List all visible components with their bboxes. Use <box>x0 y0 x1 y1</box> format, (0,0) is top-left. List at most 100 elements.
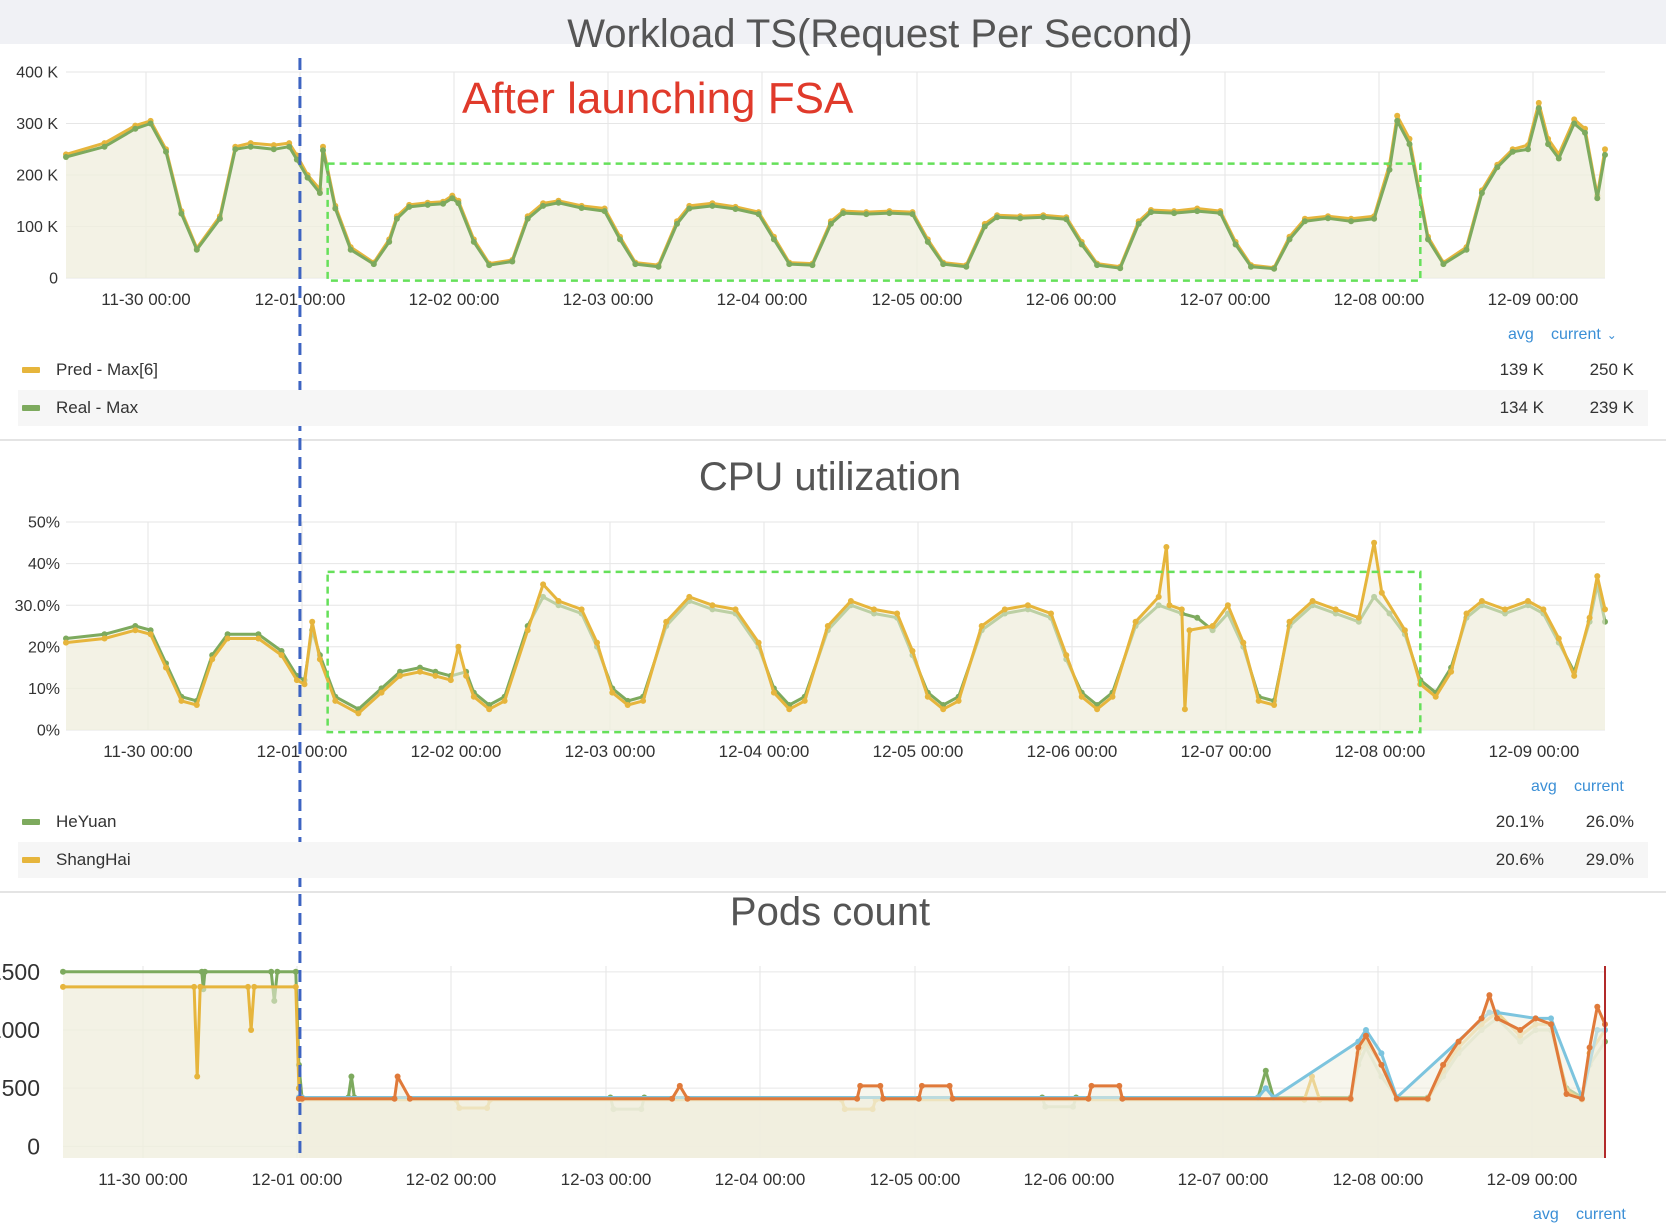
cpu-data-point <box>955 697 962 704</box>
workload-data-point <box>655 263 662 270</box>
workload-data-point <box>1582 129 1588 136</box>
cpu-data-point <box>178 697 185 704</box>
workload-data-point <box>1478 190 1485 196</box>
workload-data-point <box>1535 105 1542 112</box>
legend-swatch-pred <box>22 367 40 373</box>
workload-data-point <box>1394 117 1401 124</box>
cpu-data-point <box>824 623 831 629</box>
cpu-data-point <box>663 618 670 625</box>
legend-row-heyuan[interactable]: HeYuan 20.1% 26.0% <box>18 804 1648 840</box>
cpu-data-point <box>894 610 901 617</box>
cpu-data-point <box>432 672 439 679</box>
legend-row-real-max[interactable]: Real - Max 134 K 239 K <box>18 390 1648 426</box>
cpu-legend-header-current[interactable]: current <box>1574 778 1624 795</box>
workload-x-tick-label: 12-04 00:00 <box>717 290 808 309</box>
cpu-y-tick-label: 50% <box>28 515 60 532</box>
workload-data-point <box>320 147 326 154</box>
workload-data-point <box>449 195 456 202</box>
cpu-data-point <box>1594 573 1601 580</box>
pods-data-point <box>406 1095 413 1102</box>
cpu-x-tick-label: 12-05 00:00 <box>873 742 964 761</box>
cpu-data-point <box>309 618 316 625</box>
legend-name-shanghai: ShangHai <box>56 850 131 869</box>
pods-data-point <box>1586 1044 1593 1051</box>
pods-legend-header-current[interactable]: current <box>1576 1206 1626 1223</box>
legend-avg-real: 134 K <box>1499 398 1544 417</box>
pods-data-point <box>1424 1095 1431 1102</box>
cpu-data-point <box>1094 706 1101 713</box>
pods-data-point <box>274 968 281 975</box>
pods-data-point <box>1116 1082 1123 1089</box>
cpu-data-point <box>1178 606 1185 613</box>
legend-row-pred-max[interactable]: Pred - Max[6] 139 K 250 K <box>18 352 1648 388</box>
workload-x-tick-label: 12-09 00:00 <box>1488 290 1579 309</box>
pods-x-tick-label: 12-09 00:00 <box>1487 1170 1578 1189</box>
pods-data-point <box>1378 1050 1385 1057</box>
cpu-data-point <box>301 681 308 688</box>
pods-data-point <box>1363 1032 1369 1039</box>
cpu-x-tick-label: 12-07 00:00 <box>1181 742 1272 761</box>
pods-data-point <box>1088 1082 1095 1089</box>
pods-data-point <box>1517 1027 1524 1033</box>
cpu-data-point <box>1063 652 1070 659</box>
workload-data-point <box>1463 246 1470 253</box>
workload-data-point <box>486 262 493 269</box>
workload-data-point <box>509 258 516 265</box>
legend-name-real: Real - Max <box>56 398 139 417</box>
workload-data-point <box>232 146 239 153</box>
cpu-data-point <box>1181 706 1188 713</box>
cpu-data-point <box>924 693 931 700</box>
cpu-legend-header-avg[interactable]: avg <box>1531 778 1557 795</box>
workload-data-point <box>827 220 834 227</box>
workload-data-point <box>1571 116 1578 123</box>
cpu-data-point <box>871 606 877 613</box>
workload-data-point <box>386 238 393 245</box>
workload-panel-header-bg <box>0 0 1666 44</box>
workload-data-point <box>424 201 431 208</box>
cpu-x-tick-label: 12-03 00:00 <box>565 742 656 761</box>
workload-data-point <box>1525 146 1531 153</box>
workload-data-point <box>617 236 623 243</box>
pods-data-point <box>1393 1095 1400 1102</box>
workload-data-point <box>909 211 916 218</box>
legend-header-current[interactable]: current ⌄ <box>1551 326 1617 344</box>
pods-data-point <box>949 1095 956 1102</box>
pods-data-point <box>292 983 299 990</box>
legend-avg-heyuan: 20.1% <box>1495 812 1544 831</box>
workload-x-tick-label: 12-07 00:00 <box>1180 290 1271 309</box>
fsa-annotation: After launching FSA <box>462 74 854 123</box>
workload-data-point <box>1386 166 1393 173</box>
cpu-data-point <box>255 631 262 638</box>
pods-x-tick-label: 12-05 00:00 <box>870 1170 961 1189</box>
legend-header-avg[interactable]: avg <box>1508 326 1534 343</box>
workload-data-point <box>1017 215 1024 222</box>
workload-data-point <box>1602 146 1608 153</box>
cpu-data-point <box>732 606 739 613</box>
pods-legend-header-avg[interactable]: avg <box>1533 1206 1559 1223</box>
pods-data-point <box>194 1073 201 1080</box>
cpu-data-point <box>609 689 616 696</box>
workload-data-point <box>1325 215 1331 222</box>
pods-data-point <box>1578 1095 1585 1102</box>
cpu-data-point <box>847 598 854 604</box>
workload-data-point <box>1545 141 1552 148</box>
pods-x-tick-label: 12-08 00:00 <box>1333 1170 1424 1189</box>
workload-data-point <box>286 143 293 150</box>
workload-x-tick-label: 12-03 00:00 <box>563 290 654 309</box>
workload-data-point <box>1535 99 1542 106</box>
workload-data-point <box>440 200 447 207</box>
cpu-data-point <box>417 668 423 675</box>
pods-data-point <box>1494 1015 1501 1022</box>
cpu-data-point <box>801 697 808 704</box>
cpu-y-tick-label: 10% <box>28 681 60 698</box>
pods-data-point <box>1355 1044 1362 1051</box>
pods-x-tick-label: 11-30 00:00 <box>98 1170 187 1189</box>
cpu-x-tick-label: 12-01 00:00 <box>257 742 348 761</box>
pods-data-point <box>1563 1091 1570 1097</box>
workload-data-point <box>247 143 254 150</box>
cpu-series-fill-1 <box>66 542 1605 730</box>
legend-row-shanghai[interactable]: ShangHai 20.6% 29.0% <box>18 842 1648 878</box>
pods-series-fill-3 <box>298 995 1605 1158</box>
pods-data-point <box>201 968 208 975</box>
workload-data-point <box>1194 208 1201 215</box>
